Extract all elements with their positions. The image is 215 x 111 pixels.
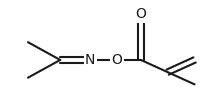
Text: O: O (112, 53, 123, 67)
Text: N: N (85, 53, 95, 67)
Text: O: O (135, 7, 146, 21)
